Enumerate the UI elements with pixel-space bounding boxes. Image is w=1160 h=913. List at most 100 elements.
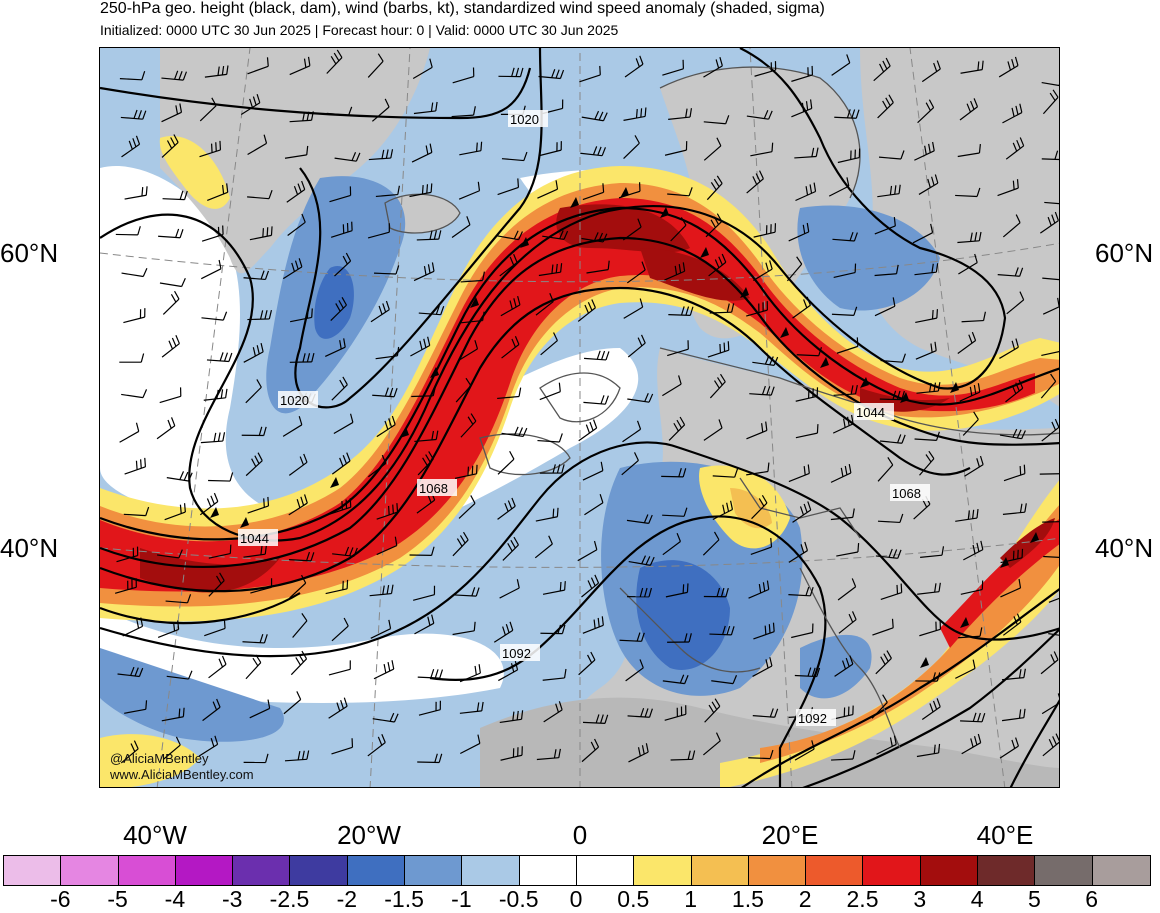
wind-barb bbox=[1042, 159, 1060, 160]
colorbar-swatch bbox=[119, 856, 176, 885]
wind-barb-feather bbox=[1059, 151, 1060, 160]
wind-barb-feather bbox=[897, 585, 898, 594]
wind-barb-feather bbox=[389, 506, 390, 515]
wind-barb-feather bbox=[185, 503, 186, 512]
credit-website: www.AliciaMBentley.com bbox=[110, 767, 254, 782]
colorbar-swatch bbox=[176, 856, 233, 885]
wind-barb-feather bbox=[772, 143, 773, 152]
wind-barb-feather bbox=[427, 184, 428, 193]
colorbar-swatch bbox=[634, 856, 691, 885]
wind-barb-feather bbox=[267, 57, 268, 66]
colorbar-tick-label: -5 bbox=[107, 886, 127, 913]
wind-barb-feather bbox=[557, 508, 558, 517]
colorbar-swatch bbox=[749, 856, 806, 885]
wind-barb bbox=[709, 634, 731, 635]
lat-label-left-40n: 40°N bbox=[0, 533, 58, 564]
wind-barb-feather bbox=[893, 619, 894, 628]
colorbar-tick-label: 3 bbox=[913, 886, 926, 913]
wind-barb-feather bbox=[267, 227, 268, 236]
weather-map: 1020 1020 1044 1044 1068 1068 1092 1092 bbox=[100, 48, 1060, 788]
wind-barb bbox=[668, 315, 690, 316]
colorbar-swatch bbox=[405, 856, 462, 885]
wind-barb-feather bbox=[600, 66, 601, 75]
wind-barb-feather bbox=[773, 623, 774, 632]
colorbar-tick-label: -0.5 bbox=[499, 886, 539, 913]
colorbar-swatch bbox=[806, 856, 863, 885]
wind-barb bbox=[671, 759, 693, 760]
wind-barb-feather bbox=[393, 505, 394, 514]
colorbar bbox=[3, 855, 1151, 886]
wind-barb-feather bbox=[307, 309, 308, 318]
wind-barb-feather bbox=[146, 700, 147, 709]
contour-label: 1020 bbox=[510, 112, 539, 127]
wind-barb-feather bbox=[687, 583, 688, 592]
contour-label: 1092 bbox=[798, 711, 827, 726]
map-title: 250-hPa geo. height (black, dam), wind (… bbox=[100, 0, 825, 18]
wind-barb-feather bbox=[312, 308, 313, 317]
colorbar-tick-label: -2.5 bbox=[270, 886, 310, 913]
wind-barb-feather bbox=[264, 498, 265, 507]
wind-barb bbox=[880, 399, 902, 400]
wind-barb-feather bbox=[858, 543, 859, 552]
colorbar-tick-label: -4 bbox=[165, 886, 185, 913]
colorbar-tick-label: -6 bbox=[50, 886, 70, 913]
lat-label-right-40n: 40°N bbox=[1095, 533, 1153, 564]
wind-barb-feather bbox=[937, 309, 938, 318]
wind-barb bbox=[374, 273, 396, 274]
colorbar-tick-label: 2 bbox=[799, 886, 812, 913]
wind-barb bbox=[417, 239, 439, 240]
wind-barb-feather bbox=[431, 183, 432, 192]
wind-barb-feather bbox=[422, 185, 423, 194]
colorbar-tick-label: 0 bbox=[570, 886, 583, 913]
colorbar-swatch bbox=[290, 856, 347, 885]
wind-barb-feather bbox=[724, 343, 725, 352]
wind-barb-feather bbox=[1013, 181, 1014, 190]
wind-barb-feather bbox=[142, 187, 143, 196]
wind-barb-feather bbox=[641, 108, 642, 117]
contour-label: 1068 bbox=[892, 486, 921, 501]
wind-barb-feather bbox=[565, 581, 566, 590]
wind-barb bbox=[411, 396, 433, 397]
colorbar-tick-label: -1 bbox=[451, 886, 471, 913]
wind-barb-feather bbox=[771, 538, 772, 547]
colorbar-tick-label: 0.5 bbox=[617, 886, 649, 913]
wind-barb bbox=[661, 476, 683, 477]
wind-barb-feather bbox=[645, 107, 646, 116]
colorbar-swatch bbox=[692, 856, 749, 885]
wind-barb-feather bbox=[765, 626, 766, 635]
contour-label: 1044 bbox=[856, 405, 885, 420]
wind-barb bbox=[710, 312, 732, 313]
contour-label: 1092 bbox=[502, 646, 531, 661]
wind-barb-feather bbox=[224, 619, 225, 628]
colorbar-swatch bbox=[4, 856, 61, 885]
wind-barb-feather bbox=[553, 509, 554, 518]
wind-barb-feather bbox=[1020, 466, 1021, 475]
wind-barb bbox=[208, 481, 230, 482]
colorbar-tick-label: -3 bbox=[222, 886, 242, 913]
wind-barb-feather bbox=[1059, 77, 1060, 85]
colorbar-swatch bbox=[1035, 856, 1092, 885]
lon-label-20w: 20°W bbox=[337, 820, 401, 851]
wind-barb-feather bbox=[518, 178, 519, 187]
wind-barb-feather bbox=[683, 584, 684, 593]
wind-barb-feather bbox=[397, 503, 398, 512]
colorbar-swatch bbox=[462, 856, 519, 885]
wind-barb-feather bbox=[180, 505, 181, 514]
colorbar-tick-label: 2.5 bbox=[847, 886, 879, 913]
lon-label-0: 0 bbox=[573, 820, 587, 851]
wind-barb-feather bbox=[263, 228, 264, 237]
wind-barb-feather bbox=[146, 186, 147, 195]
wind-barb-feather bbox=[728, 341, 729, 350]
wind-barb-feather bbox=[857, 337, 858, 346]
contour-label: 1044 bbox=[240, 531, 269, 546]
wind-barb-feather bbox=[477, 143, 478, 152]
lon-label-40w: 40°W bbox=[123, 820, 187, 851]
colorbar-tick-label: 4 bbox=[971, 886, 984, 913]
lat-label-right-60n: 60°N bbox=[1095, 238, 1153, 269]
wind-barb-feather bbox=[720, 344, 721, 353]
colorbar-swatch bbox=[520, 856, 577, 885]
wind-barb-feather bbox=[136, 461, 137, 470]
colorbar-swatch bbox=[863, 856, 920, 885]
contour-label: 1068 bbox=[419, 481, 448, 496]
colorbar-tick-label: 6 bbox=[1085, 886, 1098, 913]
